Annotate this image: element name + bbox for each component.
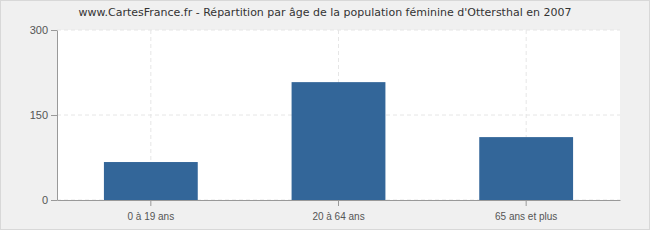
- tick-mark: [150, 200, 151, 206]
- grid: [57, 30, 620, 200]
- tick: 65 ans et plus: [495, 200, 557, 222]
- plot-area: [57, 30, 620, 200]
- axis-line: [57, 31, 58, 201]
- plot: 0 150 300 0 à 19 ans 20 à 64 ans 65 ans et pl…: [30, 24, 621, 222]
- tick: 300: [30, 24, 57, 36]
- tick-mark: [51, 200, 57, 201]
- title: www.CartesFrance.fr - Répartition par âg…: [79, 6, 572, 19]
- tick-mark: [51, 115, 57, 116]
- tick: 0 à 19 ans: [127, 200, 174, 222]
- tick: 0: [42, 194, 57, 206]
- tick-label: 0 à 19 ans: [127, 211, 174, 222]
- bar: [479, 137, 573, 200]
- tick-label: 65 ans et plus: [495, 211, 557, 222]
- bar: [292, 82, 386, 200]
- tick: 150: [30, 109, 57, 121]
- chart: www.CartesFrance.fr - Répartition par âg…: [0, 0, 650, 230]
- y-axis: 0 150 300: [30, 24, 58, 206]
- tick-label: 300: [30, 24, 48, 36]
- bar: [104, 162, 198, 200]
- tick-label: 20 à 64 ans: [312, 211, 364, 222]
- tick-mark: [338, 200, 339, 206]
- background: [1, 1, 650, 230]
- bars: [104, 82, 573, 200]
- tick-mark: [526, 200, 527, 206]
- tick-label: 150: [30, 109, 48, 121]
- tick: 20 à 64 ans: [312, 200, 364, 222]
- x-axis: 0 à 19 ans 20 à 64 ans 65 ans et plus: [58, 200, 621, 222]
- tick-label: 0: [42, 194, 48, 206]
- tick-mark: [51, 30, 57, 31]
